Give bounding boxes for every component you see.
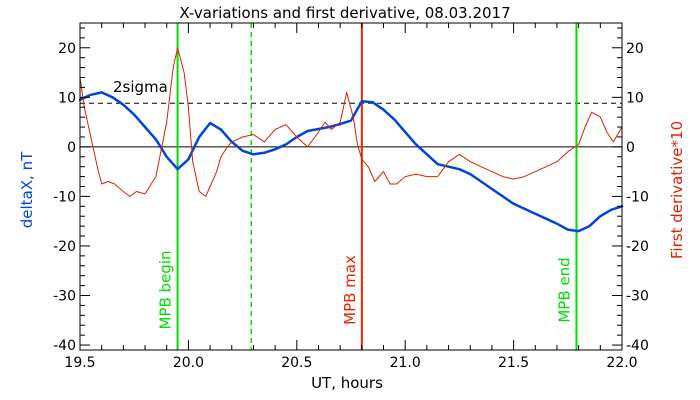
x-axis-title: UT, hours [311,374,383,392]
y-axis-title-right: First derivative*10 [668,121,686,259]
y-tick-label-right: -10 [626,189,649,205]
y-tick-label-right: -40 [626,338,649,354]
y-tick-label-left: 0 [67,140,76,156]
series-line-1 [79,47,623,197]
vline-label-2: MPB max [341,255,359,325]
y-tick-label-left: -30 [53,289,76,305]
y-tick-label-left: -20 [53,239,76,255]
y-tick-label-right: -30 [626,289,649,305]
y-tick-label-left: 10 [58,90,76,106]
threshold-label: 2sigma [113,78,168,96]
vline-label-0: MPB begin [157,251,175,330]
y-tick-label-right: 10 [626,90,644,106]
series-line-0 [78,91,624,233]
y-tick-label-left: -40 [53,338,76,354]
y-tick-label-right: 20 [626,41,644,57]
x-tick-label: 20.5 [281,355,312,371]
y-tick-label-right: -20 [626,239,649,255]
y-tick-label-left: 20 [58,41,76,57]
x-tick-label: 21.0 [390,355,421,371]
y-tick-label-right: 0 [626,140,635,156]
vline-label-3: MPB end [555,257,573,322]
x-tick-label: 22.0 [606,355,637,371]
y-axis-title-left: deltaX, nT [18,151,36,228]
x-tick-label: 20.0 [173,355,204,371]
x-tick-label: 19.5 [64,355,95,371]
x-tick-label: 21.5 [498,355,529,371]
chart-title: X-variations and first derivative, 08.03… [179,4,510,22]
y-tick-label-left: -10 [53,189,76,205]
